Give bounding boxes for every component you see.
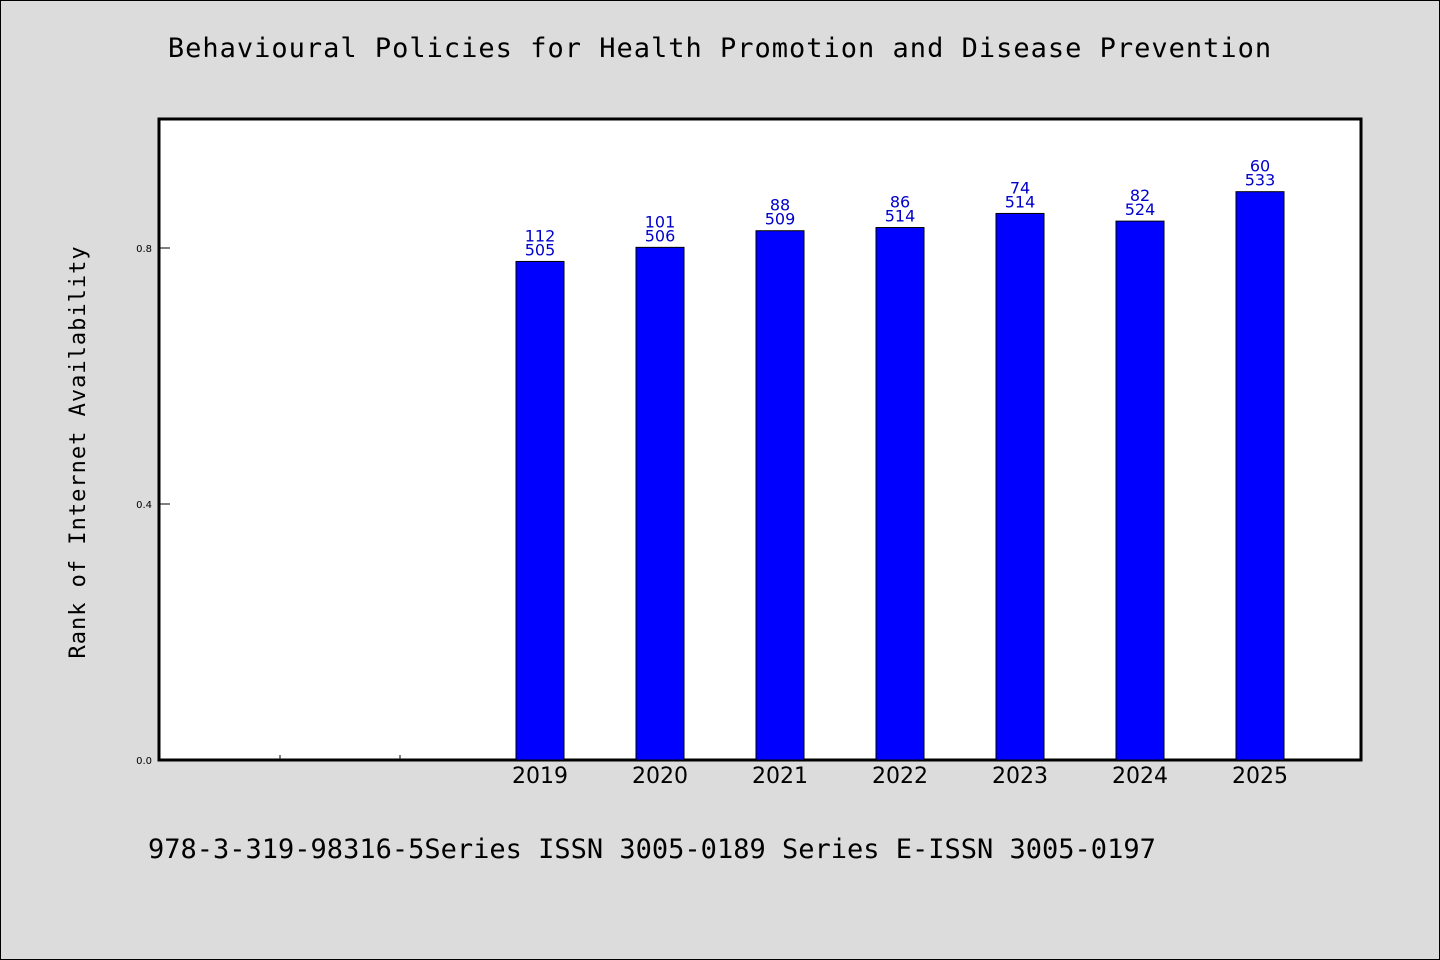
x-tick-label: 2025	[1232, 764, 1288, 789]
data-label-bottom: 505	[525, 240, 556, 259]
data-label-top: 112	[525, 226, 556, 245]
bar	[1235, 191, 1285, 761]
x-tick-label: 2021	[752, 764, 808, 789]
y-axis-label: Rank of Internet Availability	[66, 245, 91, 658]
bar	[635, 246, 685, 761]
data-label-bottom: 524	[1125, 200, 1156, 219]
bar	[1115, 220, 1165, 761]
x-tick-label: 2022	[872, 764, 928, 789]
data-label-top: 86	[890, 193, 910, 212]
y-tick-label: 0.8	[136, 244, 152, 255]
x-tick-label: 2024	[1112, 764, 1168, 789]
chart-title: Behavioural Policies for Health Promotio…	[167, 33, 1273, 64]
bar	[875, 227, 925, 761]
x-tick-label: 2023	[992, 764, 1048, 789]
data-label-bottom: 506	[645, 226, 676, 245]
x-axis: 2019 2020 2021 2022 2023 2024 2025	[279, 755, 1288, 789]
x-tick-label: 2020	[632, 764, 688, 789]
y-axis: 0.0 0.4 0.8	[136, 244, 170, 767]
data-label-top: 60	[1250, 157, 1270, 176]
data-label-bottom: 509	[765, 210, 796, 229]
data-label-top: 82	[1130, 186, 1150, 205]
data-label-bottom: 533	[1245, 171, 1276, 190]
bar	[515, 260, 565, 761]
data-label-top: 74	[1010, 178, 1030, 197]
data-label-top: 101	[645, 212, 676, 231]
data-label-bottom: 514	[885, 207, 916, 226]
y-tick-label: 0.4	[136, 500, 152, 511]
bars	[515, 191, 1285, 761]
data-label-top: 88	[770, 196, 790, 215]
bar	[995, 212, 1045, 761]
y-tick-label: 0.0	[136, 756, 152, 767]
footer-isbn: 978-3-319-98316-5Series ISSN 3005-0189 S…	[148, 834, 1156, 865]
bar	[755, 230, 805, 761]
data-label-bottom: 514	[1005, 192, 1036, 211]
x-tick-label: 2019	[512, 764, 568, 789]
